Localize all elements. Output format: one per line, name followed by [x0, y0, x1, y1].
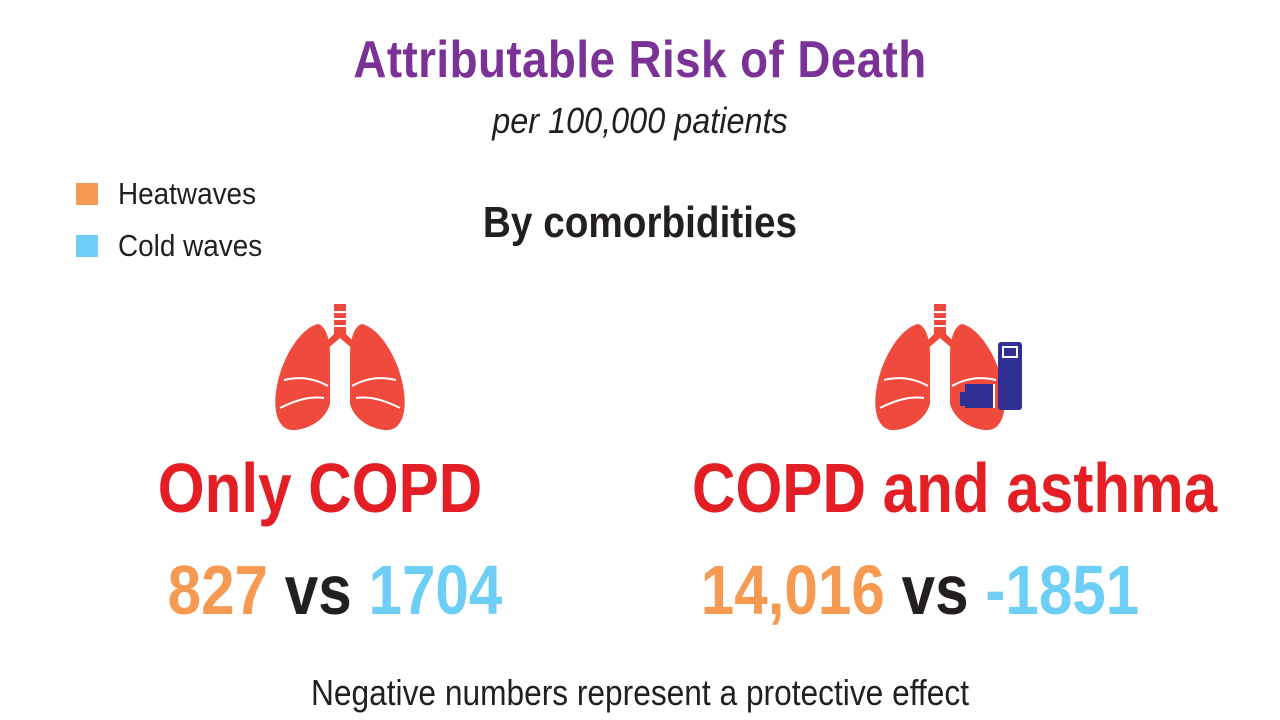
cold-waves-value: 1704 [368, 551, 503, 629]
page-title: Attributable Risk of Death [353, 31, 927, 89]
legend-label: Cold waves [118, 228, 263, 263]
legend: Heatwaves Cold waves [76, 168, 336, 272]
vs-separator: vs [901, 551, 969, 629]
heatwaves-swatch [76, 183, 98, 205]
vs-separator: vs [284, 551, 352, 629]
legend-label: Heatwaves [118, 176, 257, 211]
group-label-copd-and-asthma: COPD and asthma [692, 449, 1218, 527]
heatwaves-value: 14,016 [700, 551, 885, 629]
page-subtitle: per 100,000 patients [492, 100, 788, 141]
group-label-only-copd: Only COPD [157, 449, 483, 527]
legend-item-heatwaves: Heatwaves [76, 168, 336, 220]
cold-waves-swatch [76, 235, 98, 257]
section-heading: By comorbidities [482, 198, 798, 247]
lungs-icon [275, 304, 405, 431]
group-values-only-copd: 827 vs 1704 [133, 550, 537, 630]
legend-item-cold-waves: Cold waves [76, 220, 336, 272]
inhaler-icon [960, 342, 1022, 410]
footnote: Negative numbers represent a protective … [310, 672, 970, 713]
heatwaves-value: 827 [167, 551, 269, 629]
group-values-copd-and-asthma: 14,016 vs -1851 [662, 550, 1178, 630]
cold-waves-value: -1851 [985, 551, 1140, 629]
lungs-with-inhaler-icon [875, 304, 1022, 431]
